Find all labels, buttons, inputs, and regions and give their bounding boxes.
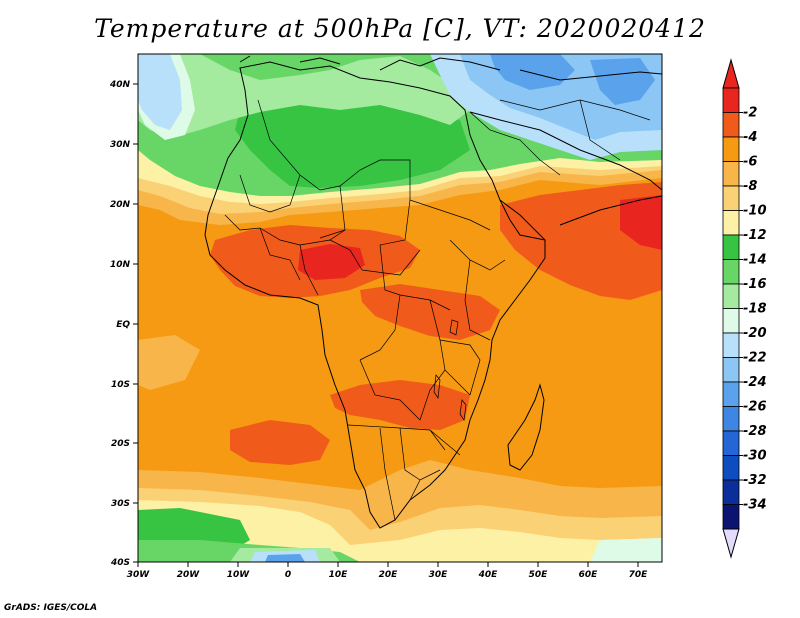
arabia-coastline <box>469 111 663 241</box>
colorbar-label: -32 <box>743 473 767 488</box>
temperature-field-pale-blue-north <box>138 54 182 130</box>
colorbar-box <box>722 112 740 138</box>
border-southern-africa <box>347 424 461 521</box>
border-central-africa <box>359 244 451 421</box>
temperature-field-red-westafrica <box>298 244 365 280</box>
colorbar-top-arrow <box>722 58 740 89</box>
colorbar-box <box>722 308 740 334</box>
colorbar-box <box>722 504 740 530</box>
colorbar-label: -24 <box>743 375 767 390</box>
colorbar-label: -12 <box>743 228 767 243</box>
temperature-field-blue-ne-2 <box>590 58 655 105</box>
colorbar: -2 -4 -6 -8 -10 -12 -14 -16 -18 -20 -22 -24 -26 -28 -3… <box>722 58 767 559</box>
colorbar-label: -22 <box>743 351 767 366</box>
lon-label-60e: 60E <box>579 570 599 580</box>
colorbar-label: -28 <box>743 424 767 439</box>
temperature-field-pale-green-south <box>590 538 662 562</box>
colorbar-label: -10 <box>743 204 767 219</box>
colorbar-box <box>722 479 740 505</box>
africa-coastline <box>204 61 546 529</box>
lon-label-30w: 30W <box>127 570 151 580</box>
colorbar-label: -30 <box>743 449 767 464</box>
colorbar-label: -14 <box>743 253 767 268</box>
coastline-africa <box>204 55 663 529</box>
temperature-field-red-arabia <box>620 195 662 250</box>
lat-label-30s: 30S <box>111 499 130 509</box>
colorbar-box <box>722 185 740 211</box>
temperature-field-blue-south <box>265 554 305 562</box>
lon-label-20w: 20W <box>177 570 201 580</box>
temperature-field-light-green-north <box>138 54 470 138</box>
colorbar-label: -6 <box>743 155 757 170</box>
temperature-field-deep-orange-southcentral <box>330 380 470 430</box>
border-west-africa <box>224 214 363 296</box>
lon-label-30e: 30E <box>429 570 449 580</box>
colorbar-box <box>722 430 740 456</box>
lon-label-50e: 50E <box>529 570 549 580</box>
lat-label-20n: 20N <box>110 200 131 210</box>
country-borders <box>224 99 651 521</box>
map-frame <box>137 53 663 563</box>
lakes-east-africa <box>433 319 467 421</box>
madagascar-coastline <box>507 383 545 471</box>
lat-label-10n: 10N <box>110 260 131 270</box>
lon-label-10e: 10E <box>329 570 349 580</box>
temperature-field-blue-ne <box>490 54 575 90</box>
colorbar-labels: -2 -4 -6 -8 -10 -12 -14 -16 -18 -20 -22 -24 -26 -28 -3… <box>739 106 767 513</box>
colorbar-boxes <box>722 87 740 530</box>
temperature-field-green-north <box>235 100 470 188</box>
map-area <box>138 54 662 562</box>
temperature-field-deep-orange-southwest <box>230 420 330 465</box>
lat-label-eq: EQ <box>116 320 130 330</box>
lon-label-70e: 70E <box>629 570 649 580</box>
latitude-axis: 40N 30N 20N 10N EQ 10S 20S 30S 40S <box>109 80 138 568</box>
colorbar-label: -20 <box>743 326 767 341</box>
colorbar-bottom-arrow <box>722 528 740 559</box>
colorbar-box <box>722 455 740 481</box>
lat-label-20s: 20S <box>111 439 130 449</box>
colorbar-box <box>722 381 740 407</box>
map-title: Temperature at 500hPa [C], VT: 202002041… <box>94 14 706 43</box>
lat-label-40s: 40S <box>110 558 130 568</box>
border-east-africa <box>439 239 506 396</box>
lat-label-30n: 30N <box>110 140 131 150</box>
colorbar-label: -16 <box>743 277 767 292</box>
colorbar-box <box>722 259 740 285</box>
lat-label-10s: 10S <box>111 380 130 390</box>
colorbar-box <box>722 210 740 236</box>
lon-label-0: 0 <box>285 570 291 580</box>
longitude-axis: 30W 20W 10W 0 10E 20E 30E 40E 50E 60E 70… <box>127 562 648 580</box>
lat-label-40n: 40N <box>109 80 131 90</box>
colorbar-box <box>722 332 740 358</box>
colorbar-label: -26 <box>743 400 767 415</box>
colorbar-box <box>722 283 740 309</box>
colorbar-box <box>722 136 740 162</box>
colorbar-label: -8 <box>743 179 757 194</box>
colorbar-box <box>722 234 740 260</box>
grads-credit: GrADS: IGES/COLA <box>4 603 98 613</box>
colorbar-box <box>722 161 740 187</box>
europe-coastline <box>239 55 663 81</box>
colorbar-box <box>722 87 740 113</box>
colorbar-label: -4 <box>743 130 757 145</box>
colorbar-box <box>722 357 740 383</box>
lon-label-20e: 20E <box>379 570 399 580</box>
colorbar-label: -2 <box>743 106 757 121</box>
colorbar-label: -18 <box>743 302 767 317</box>
colorbar-box <box>722 406 740 432</box>
lon-label-40e: 40E <box>478 570 499 580</box>
colorbar-label: -34 <box>743 498 767 513</box>
lon-label-10w: 10W <box>227 570 251 580</box>
temperature-field-light-orange-south <box>138 335 200 390</box>
border-middle-east <box>469 99 651 176</box>
